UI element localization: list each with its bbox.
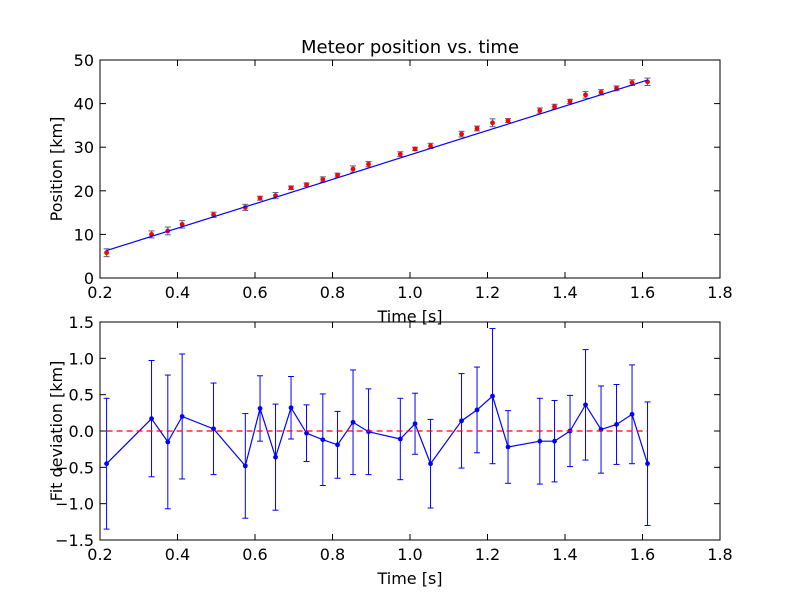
x-tick-label: 1.2 bbox=[475, 283, 500, 302]
y-tick-label: 30 bbox=[74, 138, 94, 157]
series-linear-fit bbox=[106, 79, 648, 252]
data-point bbox=[459, 131, 464, 137]
data-point bbox=[304, 430, 309, 436]
x-tick-label: 0.4 bbox=[165, 545, 190, 564]
data-point bbox=[645, 461, 650, 467]
data-point bbox=[629, 411, 635, 417]
x-tick-label: 0.4 bbox=[165, 283, 190, 302]
data-point bbox=[165, 439, 171, 445]
data-point bbox=[412, 421, 418, 427]
data-point bbox=[257, 406, 263, 411]
x-tick-label: 1.4 bbox=[552, 283, 577, 302]
data-point bbox=[273, 454, 278, 460]
data-point bbox=[459, 418, 464, 424]
x-tick-label: 0.6 bbox=[242, 545, 267, 564]
chart-title: Meteor position vs. time bbox=[301, 37, 519, 58]
y-tick-label: 40 bbox=[74, 95, 94, 114]
y-tick-label: −0.5 bbox=[55, 458, 94, 477]
data-point bbox=[583, 92, 588, 98]
y-tick-label: 0 bbox=[84, 269, 94, 288]
data-point bbox=[537, 108, 543, 113]
data-point bbox=[304, 182, 309, 188]
data-point bbox=[567, 99, 573, 104]
data-point bbox=[104, 250, 109, 256]
x-tick-label: 1.4 bbox=[552, 545, 577, 564]
y-tick-label: 0.5 bbox=[69, 386, 94, 405]
y-tick-label: 0.0 bbox=[69, 422, 94, 441]
data-point bbox=[598, 89, 604, 95]
x-axis-label: Time [s] bbox=[376, 307, 442, 326]
data-point bbox=[366, 161, 371, 167]
series-deviation bbox=[103, 328, 651, 530]
data-point bbox=[537, 438, 543, 444]
data-point bbox=[552, 104, 557, 110]
data-point bbox=[474, 407, 480, 413]
plot-frame bbox=[99, 59, 721, 279]
x-tick-label: 0.8 bbox=[320, 283, 345, 302]
x-tick-label: 1.8 bbox=[707, 545, 732, 564]
y-tick-label: 10 bbox=[74, 225, 94, 244]
data-point bbox=[428, 143, 433, 149]
y-tick-label: 1.5 bbox=[69, 313, 94, 332]
data-point bbox=[335, 172, 340, 178]
data-point bbox=[583, 402, 588, 408]
data-point bbox=[320, 437, 326, 443]
data-point bbox=[104, 461, 109, 467]
y-tick-label: 1.0 bbox=[69, 349, 94, 368]
data-point bbox=[179, 221, 185, 227]
plot-frame bbox=[99, 321, 721, 541]
y-tick-label: −1.5 bbox=[55, 531, 94, 550]
data-point bbox=[288, 185, 294, 191]
data-point bbox=[211, 426, 216, 432]
data-point bbox=[335, 442, 340, 448]
data-point bbox=[505, 444, 511, 450]
x-tick-label: 1.0 bbox=[397, 545, 422, 564]
chart-panel-1: 0.2 0.4 0.6 0.8 1.0 1.2 1.4 1.6 1.8 0 10 20 30 40 50 Me… bbox=[47, 37, 733, 326]
data-point bbox=[614, 422, 619, 427]
data-point bbox=[179, 414, 185, 419]
x-tick-label: 1.2 bbox=[475, 545, 500, 564]
data-point bbox=[552, 438, 557, 444]
data-point bbox=[350, 419, 356, 425]
data-point bbox=[428, 461, 433, 467]
y-axis-label: Position [km] bbox=[47, 117, 66, 222]
x-tick-label: 1.0 bbox=[397, 283, 422, 302]
x-axis-label: Time [s] bbox=[376, 569, 442, 588]
x-tick-label: 0.2 bbox=[87, 545, 112, 564]
data-point bbox=[397, 436, 403, 442]
x-tick-label: 0.6 bbox=[242, 283, 267, 302]
data-point bbox=[242, 463, 248, 469]
x-tick-label: 0.8 bbox=[320, 545, 345, 564]
data-point bbox=[490, 120, 495, 126]
x-tick-label: 0.2 bbox=[87, 283, 112, 302]
y-tick-label: 20 bbox=[74, 182, 94, 201]
data-point bbox=[149, 416, 154, 422]
y-tick-label: −1.0 bbox=[55, 495, 94, 514]
data-point bbox=[257, 195, 263, 201]
data-point bbox=[490, 393, 495, 399]
data-point bbox=[474, 126, 480, 131]
data-point bbox=[412, 146, 418, 152]
y-tick-label: 50 bbox=[74, 51, 94, 70]
data-point bbox=[350, 166, 356, 172]
x-tick-label: 1.8 bbox=[707, 283, 732, 302]
data-point bbox=[366, 429, 371, 435]
y-axis-label: Fit deviation [km] bbox=[47, 361, 66, 502]
data-point bbox=[505, 118, 511, 124]
data-point bbox=[397, 151, 403, 157]
data-point bbox=[288, 405, 294, 411]
x-tick-label: 1.6 bbox=[630, 283, 655, 302]
chart-panel-2: 0.2 0.4 0.6 0.8 1.0 1.2 1.4 1.6 1.8 −1.5 −1.0 −0.5 0… bbox=[47, 313, 733, 588]
data-point bbox=[629, 80, 635, 86]
data-point bbox=[320, 177, 326, 182]
x-tick-label: 1.6 bbox=[630, 545, 655, 564]
series-line bbox=[106, 79, 648, 252]
